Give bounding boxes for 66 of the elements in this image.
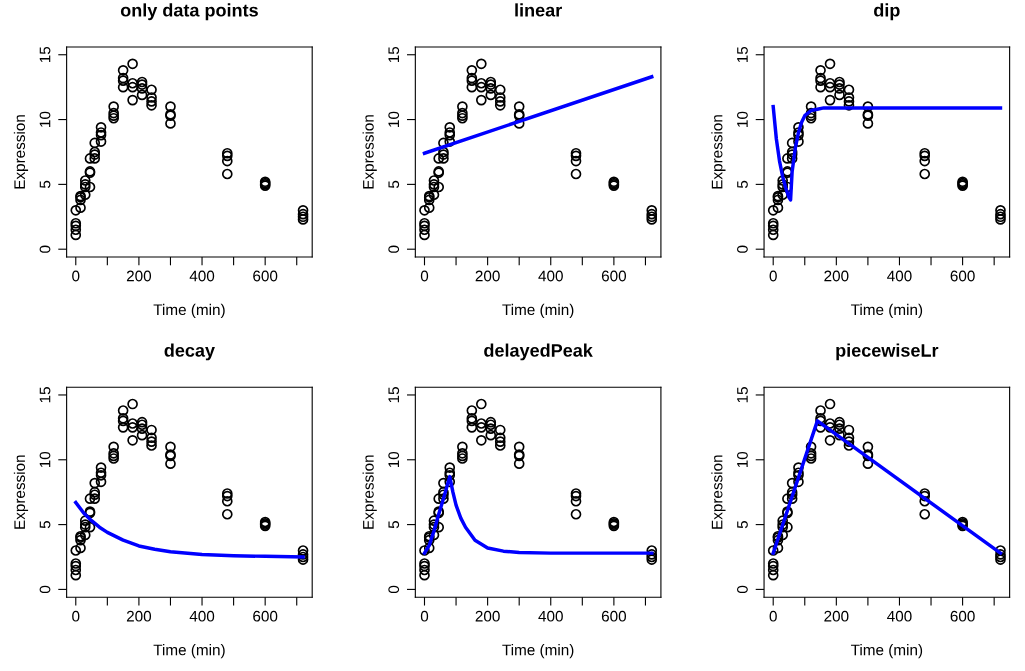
x-axis-title: Time (min) xyxy=(153,644,225,659)
x-tick-label: 400 xyxy=(189,610,215,622)
y-tick-label: 0 xyxy=(737,245,748,253)
chart-title: dip xyxy=(874,3,900,21)
y-axis-title: Expression xyxy=(711,455,726,529)
y-tick-label: 10 xyxy=(388,111,400,127)
y-tick-label: 5 xyxy=(388,180,400,189)
y-tick-label: 15 xyxy=(39,46,51,63)
chart-title: decay xyxy=(164,343,215,361)
y-tick-label: 5 xyxy=(737,180,748,189)
y-tick-label: 15 xyxy=(388,387,400,403)
y-tick-label: 5 xyxy=(388,520,400,529)
x-axis-title: Time (min) xyxy=(502,644,574,659)
chart-title: linear xyxy=(515,3,562,17)
x-tick-label: 600 xyxy=(950,270,975,282)
y-tick-label: 15 xyxy=(39,387,51,403)
y-tick-label: 5 xyxy=(737,520,748,529)
x-tick-label: 400 xyxy=(538,270,563,282)
x-tick-label: 400 xyxy=(189,270,215,282)
x-tick-label: 400 xyxy=(538,610,563,622)
y-tick-label: 0 xyxy=(39,585,51,594)
x-tick-label: 0 xyxy=(769,270,777,282)
x-tick-label: 0 xyxy=(769,610,777,622)
y-tick-label: 10 xyxy=(39,451,51,468)
y-axis-title: Expression xyxy=(13,455,29,529)
x-tick-label: 400 xyxy=(887,270,912,282)
y-tick-label: 0 xyxy=(388,585,400,594)
y-tick-label: 0 xyxy=(388,245,400,253)
y-tick-label: 10 xyxy=(388,451,400,468)
x-tick-label: 200 xyxy=(824,610,849,622)
x-tick-label: 0 xyxy=(72,270,80,282)
y-tick-label: 0 xyxy=(39,245,51,253)
x-tick-label: 600 xyxy=(601,270,627,282)
y-tick-label: 15 xyxy=(737,387,748,403)
x-tick-label: 600 xyxy=(253,610,278,622)
x-tick-label: 0 xyxy=(420,610,429,622)
x-tick-label: 0 xyxy=(72,610,80,622)
x-axis-title: Time (min) xyxy=(850,644,923,659)
y-axis-title: Expression xyxy=(711,115,726,189)
y-tick-label: 10 xyxy=(39,111,51,127)
x-tick-label: 600 xyxy=(601,610,627,622)
y-tick-label: 10 xyxy=(737,451,748,468)
x-axis-title: Time (min) xyxy=(502,303,574,319)
x-tick-label: 200 xyxy=(126,270,152,282)
y-axis-title: Expression xyxy=(362,115,377,189)
x-axis-title: Time (min) xyxy=(153,303,225,319)
chart-title: only data points xyxy=(120,3,258,21)
x-tick-label: 200 xyxy=(475,270,500,282)
x-tick-label: 200 xyxy=(824,270,849,282)
x-tick-label: 200 xyxy=(126,610,152,622)
x-tick-label: 400 xyxy=(887,610,912,622)
x-tick-label: 0 xyxy=(420,270,429,282)
y-tick-label: 15 xyxy=(737,46,748,63)
x-tick-label: 200 xyxy=(475,610,500,622)
x-tick-label: 600 xyxy=(950,610,975,622)
y-tick-label: 0 xyxy=(737,585,748,594)
x-axis-title: Time (min) xyxy=(850,303,923,319)
y-tick-label: 5 xyxy=(39,180,51,189)
y-axis-title: Expression xyxy=(362,455,377,529)
y-tick-label: 10 xyxy=(737,111,748,127)
y-tick-label: 5 xyxy=(39,520,51,529)
y-axis-title: Expression xyxy=(13,115,29,189)
chart-title: piecewiseLr xyxy=(836,343,939,361)
y-tick-label: 15 xyxy=(388,46,400,63)
x-tick-label: 600 xyxy=(253,270,278,282)
chart-title: delayedPeak xyxy=(484,343,593,361)
